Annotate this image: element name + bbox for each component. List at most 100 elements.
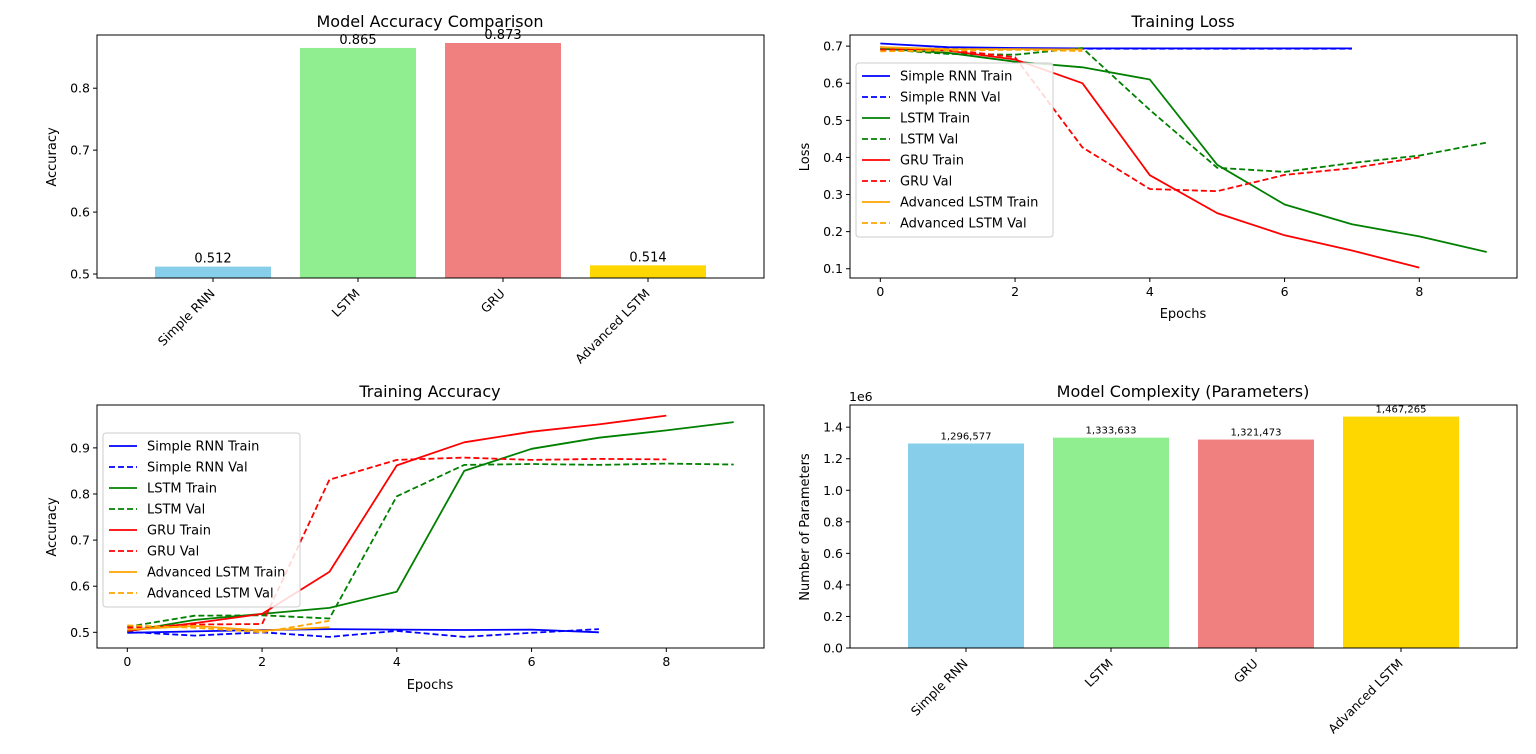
series-line	[880, 48, 1420, 193]
bar-value-label: 0.514	[629, 250, 666, 265]
y-axis-label: Loss	[798, 143, 813, 172]
y-tick-label: 0.5	[70, 267, 90, 282]
x-tick-label: 2	[258, 654, 266, 669]
x-tick-label: GRU	[478, 286, 508, 316]
x-tick-label: LSTM	[1082, 656, 1116, 690]
series-line	[880, 46, 1420, 269]
y-tick-label: 0.8	[70, 486, 90, 501]
legend-entry: Advanced LSTM Val	[900, 217, 1027, 232]
legend-entry: GRU Val	[147, 545, 199, 560]
plot-frame	[849, 34, 1518, 279]
plot-frame	[96, 34, 765, 279]
x-tick-label: GRU	[1231, 656, 1261, 686]
legend-entry: Simple RNN Train	[900, 70, 1012, 85]
series-line	[127, 414, 667, 632]
y-tick-label: 0.6	[823, 76, 843, 91]
legend-box	[855, 62, 1054, 238]
bar-value-label: 0.512	[194, 252, 231, 267]
y-tick-label: 0.3	[823, 187, 843, 202]
bar	[1053, 437, 1169, 648]
x-tick-label: 6	[528, 654, 536, 669]
y-tick-label: 0.8	[823, 514, 843, 529]
x-tick-label: 0	[123, 654, 131, 669]
legend-entry: Simple RNN Train	[147, 440, 259, 455]
bar-value-label: 1,321,473	[1231, 428, 1282, 439]
legend-box	[102, 432, 301, 608]
legend-entry: GRU Train	[900, 154, 964, 169]
x-tick-label: 6	[1281, 284, 1289, 299]
x-tick-label: 8	[1415, 284, 1423, 299]
y-axis-label: Accuracy	[45, 497, 60, 557]
bar	[155, 266, 271, 278]
chart-title: Training Accuracy	[358, 382, 500, 401]
legend-entry: Simple RNN Val	[147, 461, 248, 476]
x-tick-label: 4	[393, 654, 401, 669]
y-tick-label: 0.9	[70, 440, 90, 455]
y-tick-label: 1.0	[823, 483, 843, 498]
x-tick-label: 4	[1146, 284, 1154, 299]
legend-entry: Advanced LSTM Train	[900, 196, 1038, 211]
y-tick-label: 0.6	[823, 546, 843, 561]
plot-frame	[96, 404, 765, 649]
x-tick-label: 0	[876, 284, 884, 299]
x-tick-label: Advanced LSTM	[1325, 656, 1406, 737]
y-tick-label: 0.2	[823, 609, 843, 624]
series-line	[127, 625, 330, 632]
y-tick-label: 0.7	[823, 39, 843, 54]
y-tick-label: 0.4	[823, 150, 843, 165]
legend-entry: LSTM Val	[900, 133, 958, 148]
y-axis-label: Accuracy	[45, 127, 60, 187]
accuracy-comparison-chart: Model Accuracy Comparison Accuracy 0.5 0.…	[45, 12, 765, 367]
legend-entry: Advanced LSTM Train	[147, 566, 285, 581]
x-tick-label: Simple RNN	[155, 286, 218, 349]
y-tick-label: 0.5	[823, 113, 843, 128]
series-line	[880, 47, 1487, 253]
bar	[590, 265, 706, 278]
training-accuracy-chart: Training Accuracy Accuracy Epochs 0.5 0.6…	[45, 382, 765, 693]
model-complexity-chart: Model Complexity (Parameters) 1e6 Number…	[798, 382, 1518, 737]
y-tick-label: 1.2	[823, 451, 843, 466]
marks-layer: 0.1 0.2 0.3 0.4 0.5 0.6 0.7 0 2 4 6 8 Simple RNN Tra…	[823, 39, 1487, 299]
y-scale-label: 1e6	[849, 389, 873, 404]
chart-title: Model Accuracy Comparison	[316, 12, 543, 31]
legend-entry: GRU Train	[147, 524, 211, 539]
marks-layer: 0.0 0.2 0.4 0.6 0.8 1.0 1.2 1.4 1,296,577 Simple …	[823, 405, 1459, 737]
bar	[908, 443, 1024, 648]
marks-layer: 0.5 0.6 0.7 0.8 0.9 0 2 4 6 8 Simple RNN Train Simp…	[70, 414, 734, 669]
x-tick-label: 2	[1011, 284, 1019, 299]
y-tick-label: 0.8	[70, 81, 90, 96]
y-tick-label: 0.4	[823, 577, 843, 592]
series-line	[127, 462, 734, 628]
x-axis-label: Epochs	[1160, 307, 1207, 322]
series-line	[127, 628, 599, 638]
bar	[1198, 439, 1314, 648]
bar-value-label: 1,467,265	[1376, 405, 1427, 416]
series-line	[127, 628, 599, 634]
y-tick-label: 0.7	[70, 143, 90, 158]
bar	[445, 42, 561, 278]
legend-entry: LSTM Train	[900, 112, 970, 127]
x-axis-label: Epochs	[407, 678, 454, 693]
y-tick-label: 0.5	[70, 625, 90, 640]
legend-entry: LSTM Val	[147, 503, 205, 518]
y-tick-label: 0.1	[823, 261, 843, 276]
training-loss-chart: Training Loss Loss Epochs 0.10.20.30.40.…	[798, 12, 1518, 322]
bar	[1343, 416, 1459, 648]
y-axis-label: Number of Parameters	[798, 453, 813, 601]
x-tick-label: 8	[662, 654, 670, 669]
legend-entry: Advanced LSTM Val	[147, 587, 274, 602]
x-tick-label: LSTM	[329, 286, 363, 320]
bar-value-label: 1,333,633	[1086, 426, 1137, 437]
y-tick-label: 0.2	[823, 224, 843, 239]
series-line	[127, 619, 330, 634]
y-tick-label: 0.7	[70, 533, 90, 548]
bar-value-label: 0.865	[339, 33, 376, 48]
legend-entry: Simple RNN Val	[900, 91, 1001, 106]
bar-value-label: 1,296,577	[941, 431, 992, 442]
x-tick-label: Advanced LSTM	[572, 286, 653, 367]
plot-frame	[849, 404, 1518, 649]
series-line	[127, 421, 734, 633]
bar	[300, 47, 416, 279]
x-tick-label: Simple RNN	[908, 656, 971, 719]
